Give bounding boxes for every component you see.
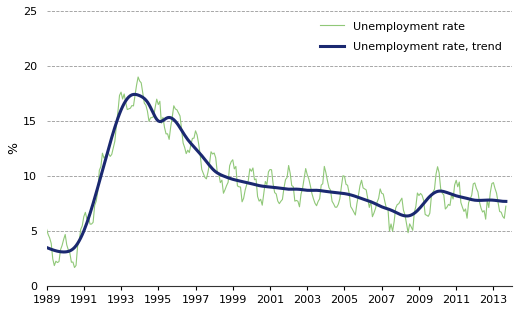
Unemployment rate (503, 204, 509, 208)
Unemployment rate (466, 201, 472, 204)
Unemployment rate, trend (340, 192, 346, 195)
Unemployment rate, trend (61, 250, 67, 254)
Unemployment rate, trend (466, 197, 472, 201)
Unemployment rate (135, 75, 141, 79)
Unemployment rate (133, 83, 140, 87)
Unemployment rate (368, 199, 374, 203)
Unemployment rate, trend (135, 93, 141, 97)
Unemployment rate, trend (132, 92, 138, 96)
Legend: Unemployment rate, Unemployment rate, trend: Unemployment rate, Unemployment rate, tr… (316, 17, 507, 57)
Unemployment rate, trend (78, 236, 84, 240)
Line: Unemployment rate, trend: Unemployment rate, trend (47, 94, 506, 252)
Line: Unemployment rate: Unemployment rate (47, 77, 506, 267)
Unemployment rate, trend (303, 188, 309, 192)
Unemployment rate (72, 266, 78, 269)
Unemployment rate, trend (368, 200, 374, 204)
Unemployment rate (303, 167, 309, 170)
Unemployment rate (44, 227, 50, 231)
Unemployment rate, trend (44, 246, 50, 249)
Unemployment rate, trend (503, 199, 509, 203)
Unemployment rate (340, 174, 346, 178)
Unemployment rate (78, 227, 84, 231)
Y-axis label: %: % (7, 143, 20, 154)
